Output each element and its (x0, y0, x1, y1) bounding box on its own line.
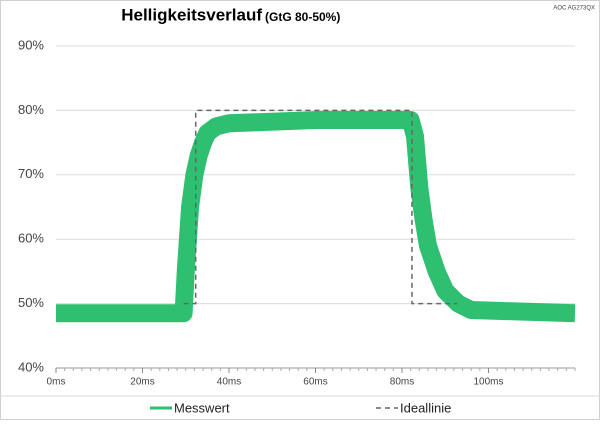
y-tick-label: 70% (18, 166, 44, 181)
x-tick-label: 80ms (390, 377, 414, 388)
x-tick-label: 0ms (47, 377, 66, 388)
x-tick-label: 60ms (303, 377, 327, 388)
x-tick-label: 40ms (217, 377, 241, 388)
series-line (183, 109, 458, 305)
annotation: AOC AG273QX (553, 6, 595, 12)
y-tick-label: 60% (18, 231, 44, 246)
chart-subtitle: (GtG 80-50%) (265, 10, 340, 24)
y-tick-label: 80% (18, 102, 44, 117)
y-tick-label: 50% (18, 295, 44, 310)
legend-label: Messwert (174, 400, 230, 415)
legend-label: Ideallinie (400, 400, 451, 415)
x-tick-label: 20ms (130, 377, 154, 388)
series-line (56, 111, 576, 323)
y-tick-label: 90% (18, 37, 44, 52)
y-tick-label: 40% (18, 359, 44, 374)
x-tick-label: 100ms (473, 377, 503, 388)
chart-title: Helligkeitsverlauf (121, 5, 262, 24)
